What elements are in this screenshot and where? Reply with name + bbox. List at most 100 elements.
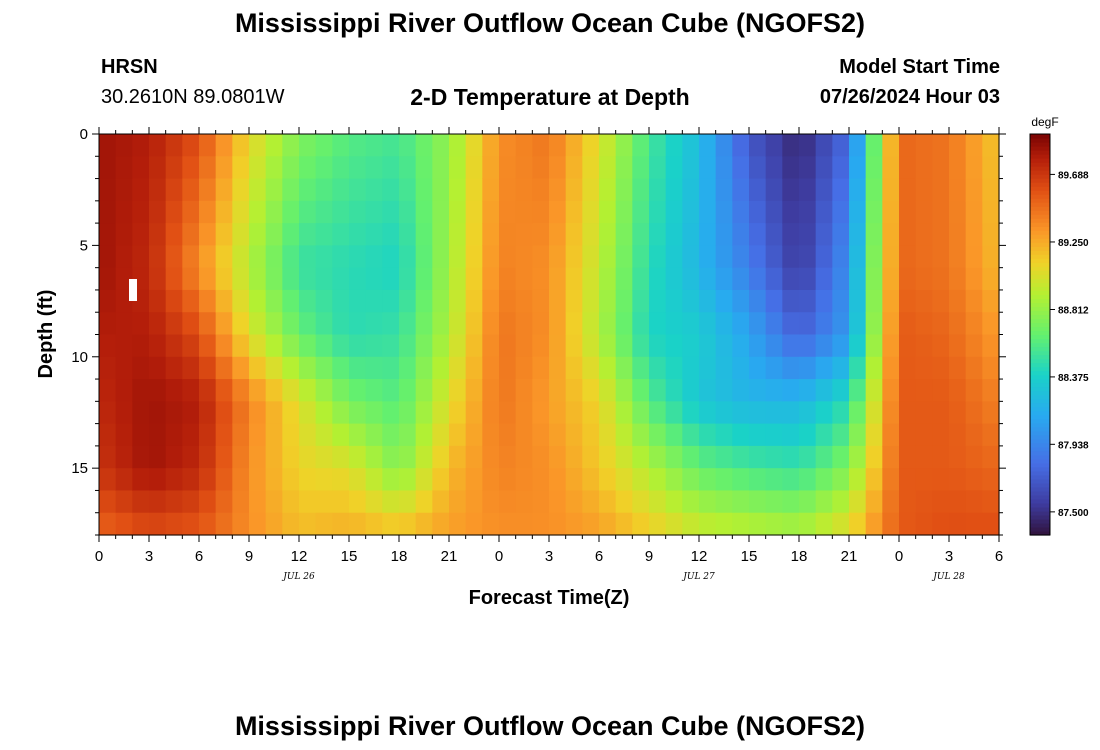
colorbar-tick-label: 87.938	[1058, 440, 1089, 451]
heatmap-cell	[565, 334, 583, 358]
heatmap-cell	[649, 334, 667, 358]
heatmap-cell	[882, 267, 900, 291]
heatmap-cell	[449, 200, 467, 224]
heatmap-cell	[365, 512, 383, 536]
heatmap-cell	[649, 445, 667, 469]
heatmap-cell	[382, 156, 400, 180]
heatmap-cell	[799, 356, 817, 380]
heatmap-cell	[415, 423, 433, 447]
colorbar-segment	[1030, 386, 1050, 392]
colorbar-segment	[1030, 426, 1050, 432]
heatmap-cell	[582, 156, 600, 180]
heatmap-cell	[332, 178, 350, 202]
heatmap-cell	[765, 356, 783, 380]
heatmap-cell	[615, 490, 633, 514]
heatmap-cell	[832, 223, 850, 246]
heatmap-cell	[165, 334, 183, 358]
heatmap-cell	[215, 200, 233, 224]
colorbar-segment	[1030, 362, 1050, 368]
heatmap-cell	[499, 156, 517, 180]
heatmap-cell	[265, 468, 283, 492]
colorbar-segment	[1030, 254, 1050, 259]
heatmap-cell	[699, 379, 717, 402]
heatmap-cell	[699, 178, 717, 202]
heatmap-cell	[482, 401, 500, 425]
heatmap-cell	[415, 490, 433, 514]
heatmap-cell	[682, 223, 700, 246]
heatmap-cell	[265, 312, 283, 336]
heatmap-cell	[865, 490, 883, 514]
heatmap-cell	[415, 512, 433, 536]
heatmap-cell	[415, 356, 433, 380]
heatmap-cell	[499, 512, 517, 536]
heatmap-cell	[949, 178, 967, 202]
heatmap-cell	[782, 401, 800, 425]
heatmap-cell	[615, 245, 633, 269]
heatmap-cell	[132, 134, 150, 157]
heatmap-cell	[482, 267, 500, 291]
heatmap-cell	[215, 490, 233, 514]
heatmap-cell	[282, 289, 300, 313]
heatmap-cell	[232, 134, 250, 157]
heatmap-cell	[932, 223, 950, 246]
heatmap-cell	[965, 178, 983, 202]
heatmap-cell	[649, 312, 667, 336]
heatmap-cell	[849, 512, 867, 536]
heatmap-cell	[599, 156, 617, 180]
heatmap-cell	[415, 200, 433, 224]
heatmap-cell	[732, 200, 750, 224]
heatmap-cell	[849, 289, 867, 313]
heatmap-cell	[599, 134, 617, 157]
heatmap-cell	[549, 200, 567, 224]
heatmap-cell	[282, 156, 300, 180]
heatmap-cell	[182, 379, 200, 402]
station-name: HRSN	[101, 56, 158, 78]
heatmap-cell	[549, 334, 567, 358]
heatmap-cell	[349, 356, 367, 380]
colorbar-segment	[1030, 354, 1050, 360]
heatmap-cell	[649, 490, 667, 514]
heatmap-cell	[199, 468, 217, 492]
heatmap-cell	[282, 423, 300, 447]
heatmap-cell	[532, 445, 550, 469]
heatmap-cell	[582, 512, 600, 536]
heatmap-cell	[932, 490, 950, 514]
heatmap-cell	[432, 245, 450, 269]
heatmap-cell	[165, 490, 183, 514]
heatmap-cell	[549, 134, 567, 157]
heatmap-cell	[465, 512, 483, 536]
heatmap-cell	[132, 178, 150, 202]
heatmap-cell	[215, 289, 233, 313]
heatmap-cell	[982, 379, 1000, 402]
heatmap-cell	[749, 245, 767, 269]
heatmap-cell	[215, 468, 233, 492]
heatmap-cell	[565, 401, 583, 425]
heatmap-cell	[765, 156, 783, 180]
heatmap-cell	[765, 289, 783, 313]
heatmap-cell	[649, 379, 667, 402]
heatmap-cell	[682, 401, 700, 425]
heatmap-cell	[215, 356, 233, 380]
heatmap-cell	[799, 312, 817, 336]
heatmap-cell	[332, 445, 350, 469]
heatmap-cell	[982, 200, 1000, 224]
heatmap-cell	[549, 379, 567, 402]
colorbar-segment	[1030, 358, 1050, 364]
heatmap-cell	[932, 445, 950, 469]
heatmap-cell	[565, 156, 583, 180]
heatmap-cell	[915, 490, 933, 514]
heatmap-cell	[249, 200, 267, 224]
heatmap-cell	[482, 334, 500, 358]
colorbar-segment	[1030, 134, 1050, 139]
heatmap-cell	[132, 512, 150, 536]
heatmap-cell	[949, 445, 967, 469]
heatmap-cell	[249, 356, 267, 380]
heatmap-cell	[732, 379, 750, 402]
colorbar-segment	[1030, 238, 1050, 243]
heatmap-cell	[715, 423, 733, 447]
colorbar-segment	[1030, 314, 1050, 320]
heatmap-cell	[315, 356, 333, 380]
heatmap-cell	[532, 200, 550, 224]
heatmap-cell	[199, 134, 217, 157]
heatmap-cell	[415, 267, 433, 291]
